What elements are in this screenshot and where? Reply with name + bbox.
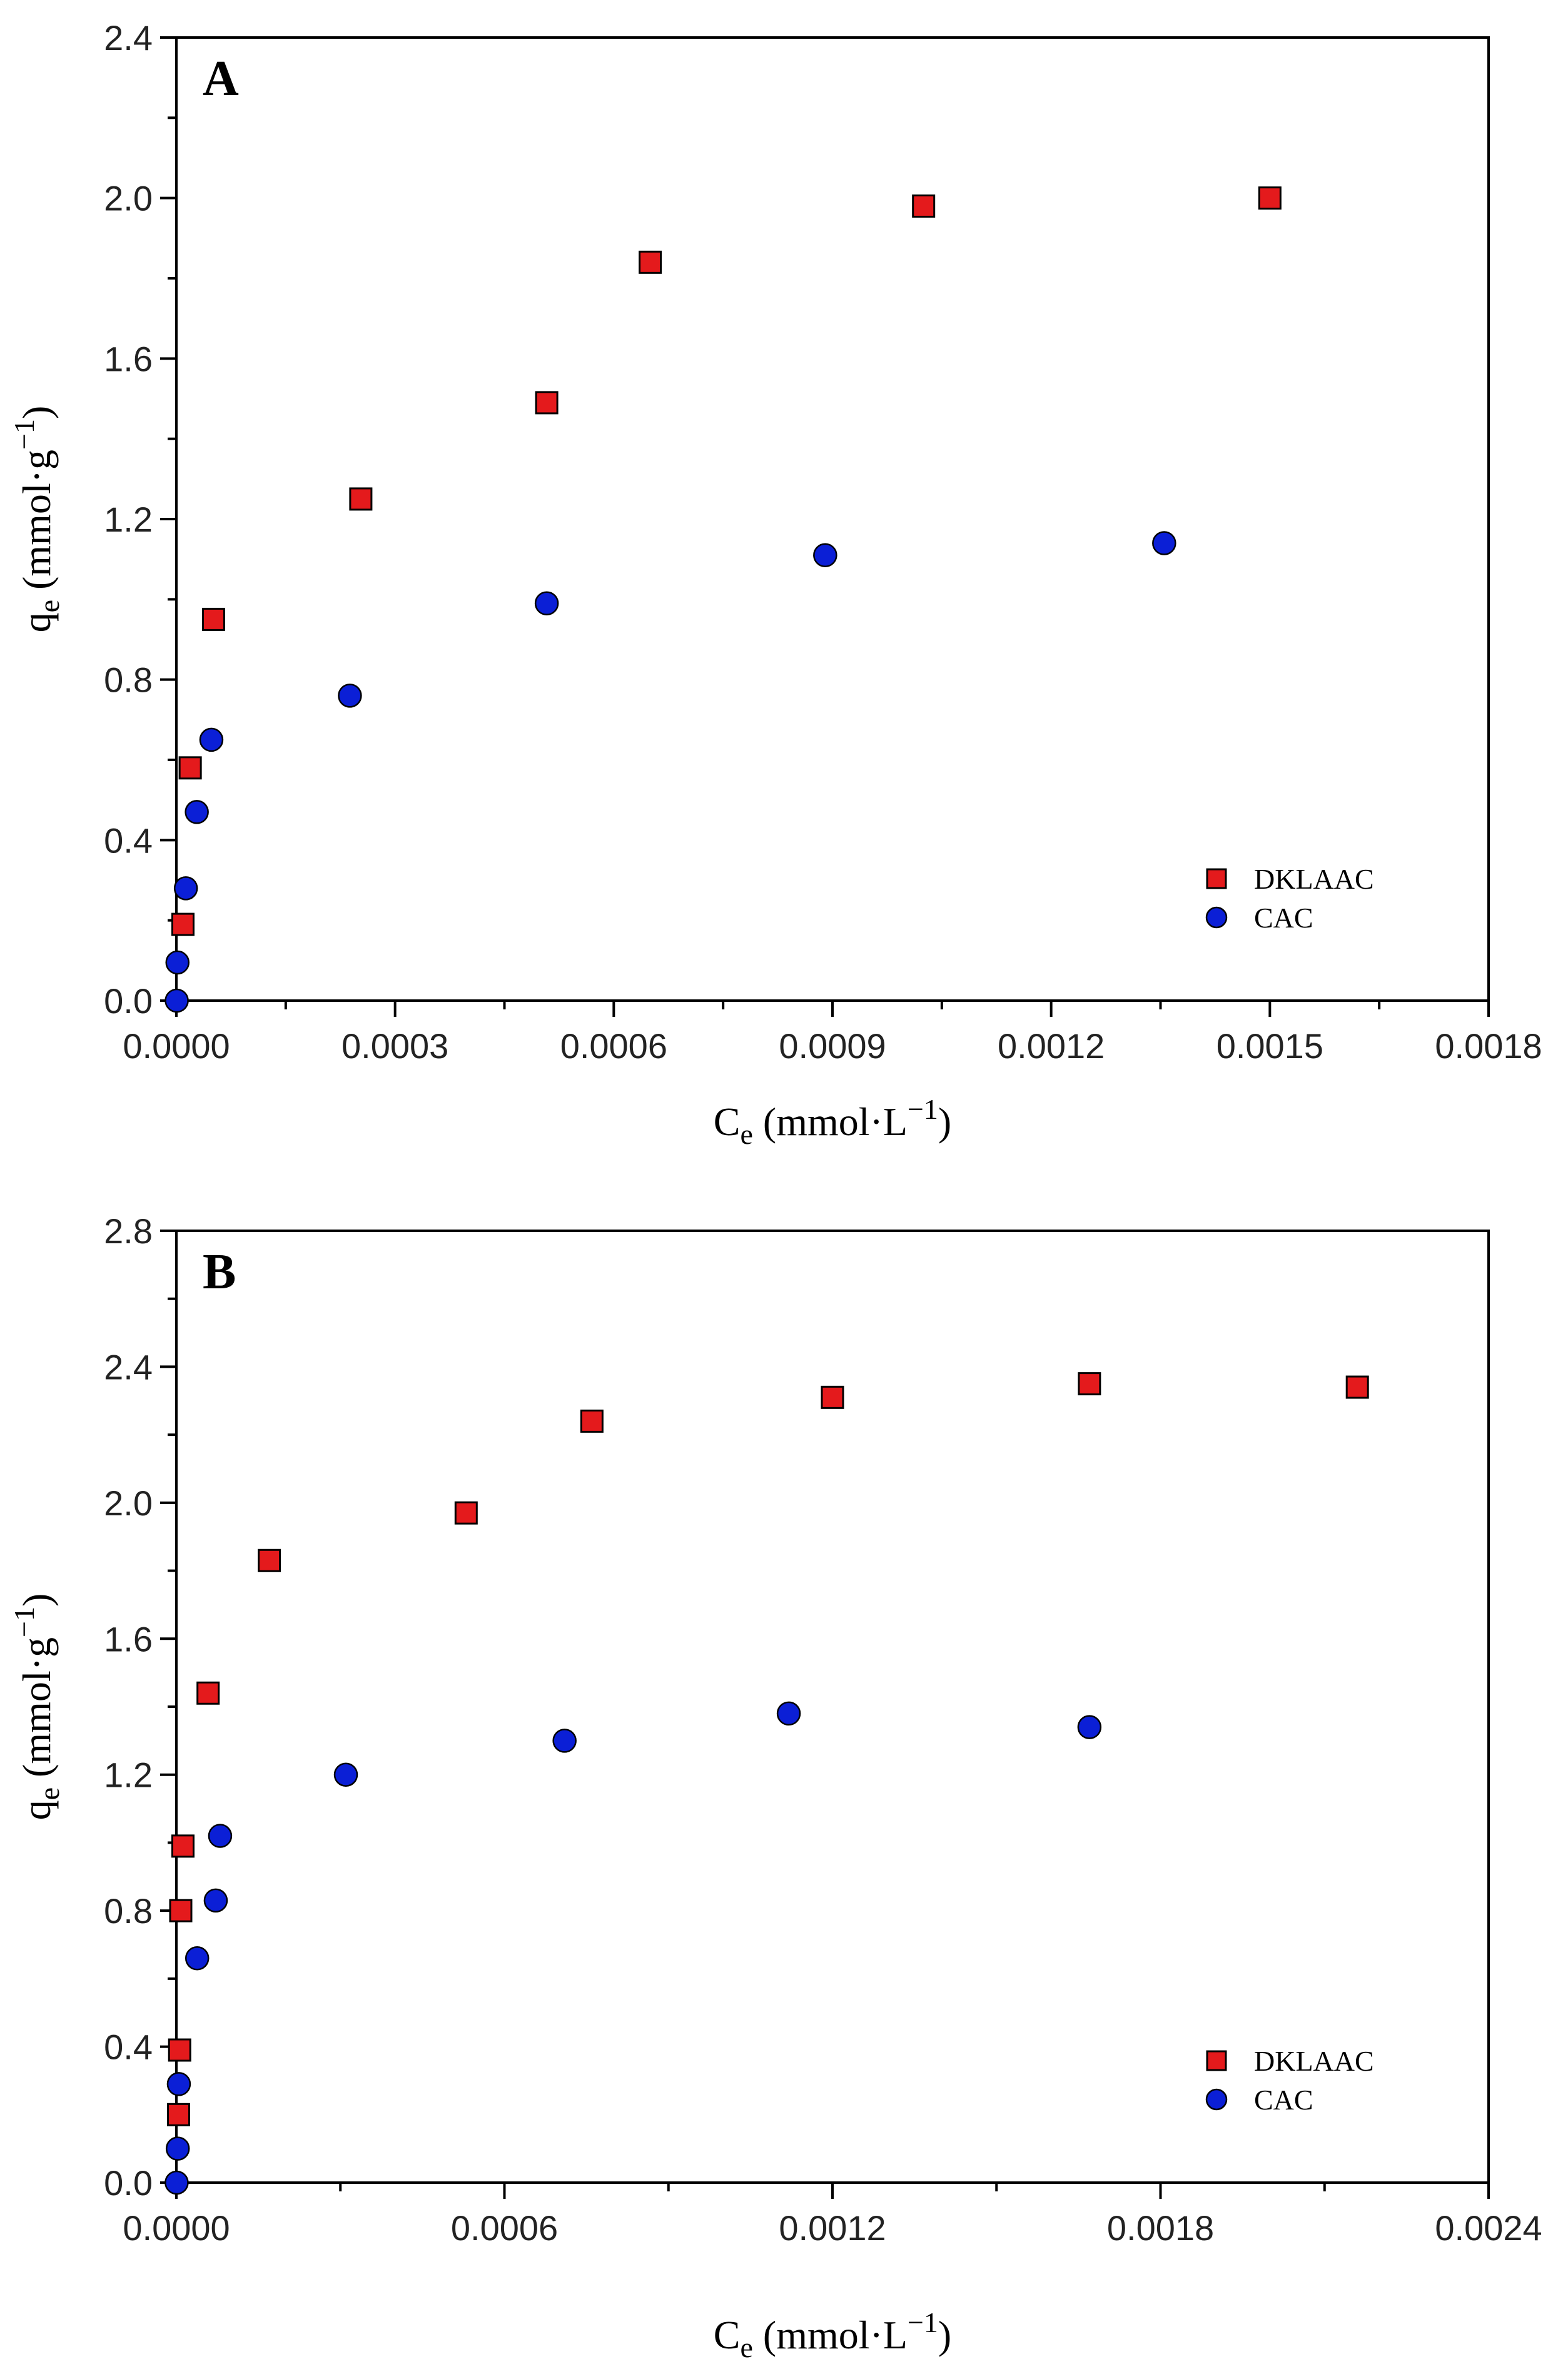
data-point-dklaac [171, 1834, 195, 1858]
data-point-dklaac [535, 391, 559, 415]
y-tick-label: 1.2 [104, 1755, 153, 1795]
y-tick-label: 2.4 [104, 1347, 153, 1387]
x-tick-label: 0.0006 [451, 2208, 558, 2248]
y-tick-label: 1.2 [104, 500, 153, 539]
data-point-dklaac [580, 1409, 604, 1433]
data-point-cac [552, 1729, 577, 1753]
data-point-cac [173, 876, 198, 901]
legend-label-cac: CAC [1254, 902, 1313, 934]
legend: DKLAAC CAC [1205, 2045, 1374, 2116]
x-tick-label: 0.0009 [779, 1026, 886, 1066]
data-point-dklaac [169, 1899, 193, 1922]
data-point-cac [185, 1946, 210, 1971]
data-point-cac [338, 684, 362, 708]
data-point-dklaac [166, 2103, 190, 2126]
x-tick-label: 0.0015 [1216, 1026, 1323, 1066]
data-point-dklaac [349, 487, 373, 511]
data-point-cac [534, 591, 559, 615]
data-point-cac [164, 988, 189, 1013]
data-point-cac [203, 1888, 228, 1913]
x-tick-label: 0.0000 [123, 1026, 230, 1066]
chart-panel-b: 0.0000 0.0006 0.0012 0.0018 0.0024 0.0 0.4 0.8 1… [8, 1211, 1542, 2363]
y-tick-label: 0.4 [104, 821, 153, 860]
y-tick-label: 0.0 [104, 2163, 153, 2203]
data-point-dklaac [1345, 1375, 1369, 1399]
y-tick-label: 1.6 [104, 1619, 153, 1659]
legend-label-dklaac: DKLAAC [1254, 2045, 1374, 2077]
y-tick-label: 2.4 [104, 18, 153, 58]
legend-label-dklaac: DKLAAC [1254, 863, 1374, 895]
legend-marker-dklaac [1206, 868, 1227, 889]
data-point-dklaac [178, 756, 202, 780]
series-cac [164, 531, 1176, 1013]
data-point-dklaac [171, 912, 195, 936]
data-point-cac [776, 1701, 801, 1726]
y-tick-label: 2.0 [104, 179, 153, 218]
x-tick-label: 0.0012 [779, 2208, 886, 2248]
y-tick-label: 2.8 [104, 1211, 153, 1251]
panel-label: A [203, 51, 239, 106]
data-point-cac [1152, 531, 1176, 555]
data-point-dklaac [258, 1548, 281, 1572]
data-point-cac [199, 727, 224, 752]
y-tick-label: 0.8 [104, 660, 153, 700]
x-axis-title: Ce (mmol·L−1) [714, 1093, 951, 1150]
panel-label: B [203, 1245, 236, 1300]
data-point-cac [813, 543, 837, 567]
y-axis-title: qe (mmol·g−1) [8, 406, 65, 633]
data-point-cac [164, 2170, 189, 2195]
legend-marker-cac [1205, 2088, 1228, 2111]
series-dklaac [171, 186, 1282, 936]
data-point-cac [165, 950, 190, 975]
legend: DKLAAC CAC [1205, 863, 1374, 934]
data-point-cac [185, 800, 209, 824]
legend-label-cac: CAC [1254, 2084, 1313, 2116]
y-axis-title: qe (mmol·g−1) [8, 1594, 65, 1821]
x-tick-label: 0.0018 [1107, 2208, 1214, 2248]
data-point-cac [165, 2136, 190, 2161]
data-point-cac [208, 1824, 233, 1848]
x-axis-title: Ce (mmol·L−1) [714, 2306, 951, 2363]
legend-marker-dklaac [1206, 2050, 1227, 2071]
chart-panel-a: 0.0000 0.0003 0.0006 0.0009 0.0012 0.0015 0.00… [8, 18, 1542, 1150]
y-tick-label: 0.8 [104, 1891, 153, 1931]
data-point-dklaac [821, 1385, 844, 1409]
data-point-cac [166, 2072, 191, 2096]
x-tick-label: 0.0003 [341, 1026, 448, 1066]
data-point-dklaac [168, 2038, 191, 2062]
data-point-dklaac [912, 194, 936, 218]
y-tick-label: 1.6 [104, 339, 153, 378]
legend-marker-cac [1205, 906, 1228, 929]
x-tick-label: 0.0006 [560, 1026, 667, 1066]
y-tick-label: 0.4 [104, 2028, 153, 2067]
series-cac [164, 1701, 1102, 2195]
data-point-dklaac [1078, 1372, 1101, 1396]
x-tick-label: 0.0000 [123, 2208, 230, 2248]
data-point-dklaac [196, 1681, 220, 1705]
series-dklaac [166, 1372, 1369, 2126]
data-point-dklaac [1258, 186, 1282, 210]
y-tick-label: 0.0 [104, 981, 153, 1021]
x-tick-label: 0.0018 [1435, 1026, 1542, 1066]
data-point-dklaac [639, 250, 662, 274]
data-point-dklaac [201, 607, 225, 631]
x-tick-label: 0.0024 [1435, 2208, 1542, 2248]
data-point-cac [333, 1762, 358, 1787]
data-point-dklaac [454, 1501, 478, 1525]
x-tick-label: 0.0012 [998, 1026, 1105, 1066]
y-tick-label: 2.0 [104, 1483, 153, 1523]
data-point-cac [1077, 1715, 1102, 1739]
